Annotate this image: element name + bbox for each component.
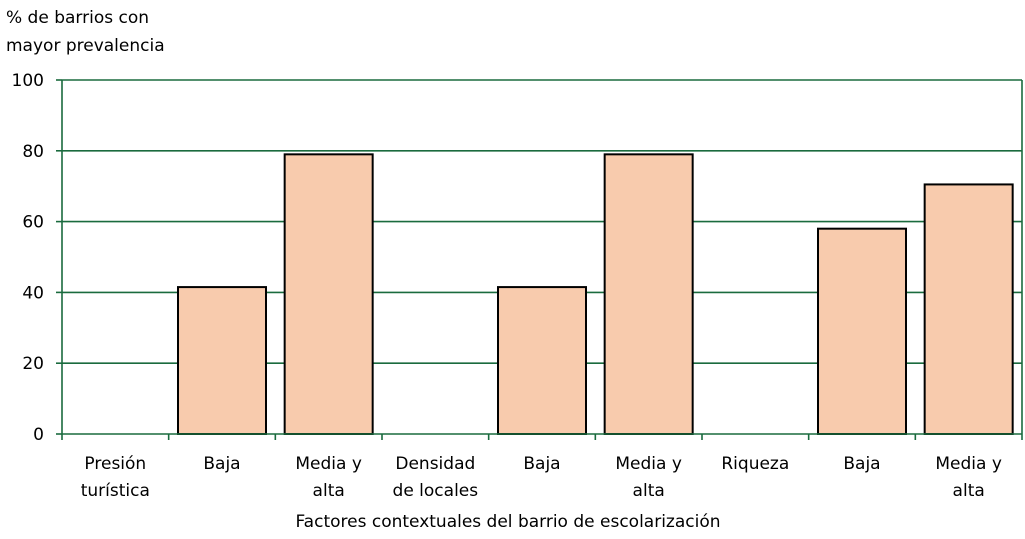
bar-1 [177,286,267,435]
y-tick-label-0: 0 [33,425,44,445]
y-axis-title-line-2: mayor prevalencia [6,36,165,56]
bar-2 [283,153,374,435]
x-tick-label-3: Densidad de locales [393,454,479,501]
y-tick-label-100: 100 [12,71,44,91]
x-tick-label-8: Media y alta [935,454,1002,501]
axes [56,79,1023,440]
y-tick-label-20: 20 [22,354,44,374]
bar-8 [923,183,1014,435]
x-tick-label-6: Riqueza [721,454,789,474]
x-axis-title: Factores contextuales del barrio de esco… [295,512,720,532]
x-tick-label-5: Media y alta [615,454,682,501]
bar-4 [497,286,587,435]
x-tick-label-4: Baja [523,454,560,474]
y-tick-label-60: 60 [22,213,44,233]
x-tick-label-2: Media y alta [295,454,362,501]
bars [177,153,1014,435]
x-tick-label-0: Presión turística [81,454,150,501]
bar-7 [817,227,907,435]
x-tick-label-1: Baja [203,454,240,474]
y-tick-label-40: 40 [22,283,44,303]
bar-5 [603,153,694,435]
y-axis-title-line-1: % de barrios con [6,8,150,28]
x-tick-label-7: Baja [843,454,880,474]
y-tick-label-80: 80 [22,142,44,162]
